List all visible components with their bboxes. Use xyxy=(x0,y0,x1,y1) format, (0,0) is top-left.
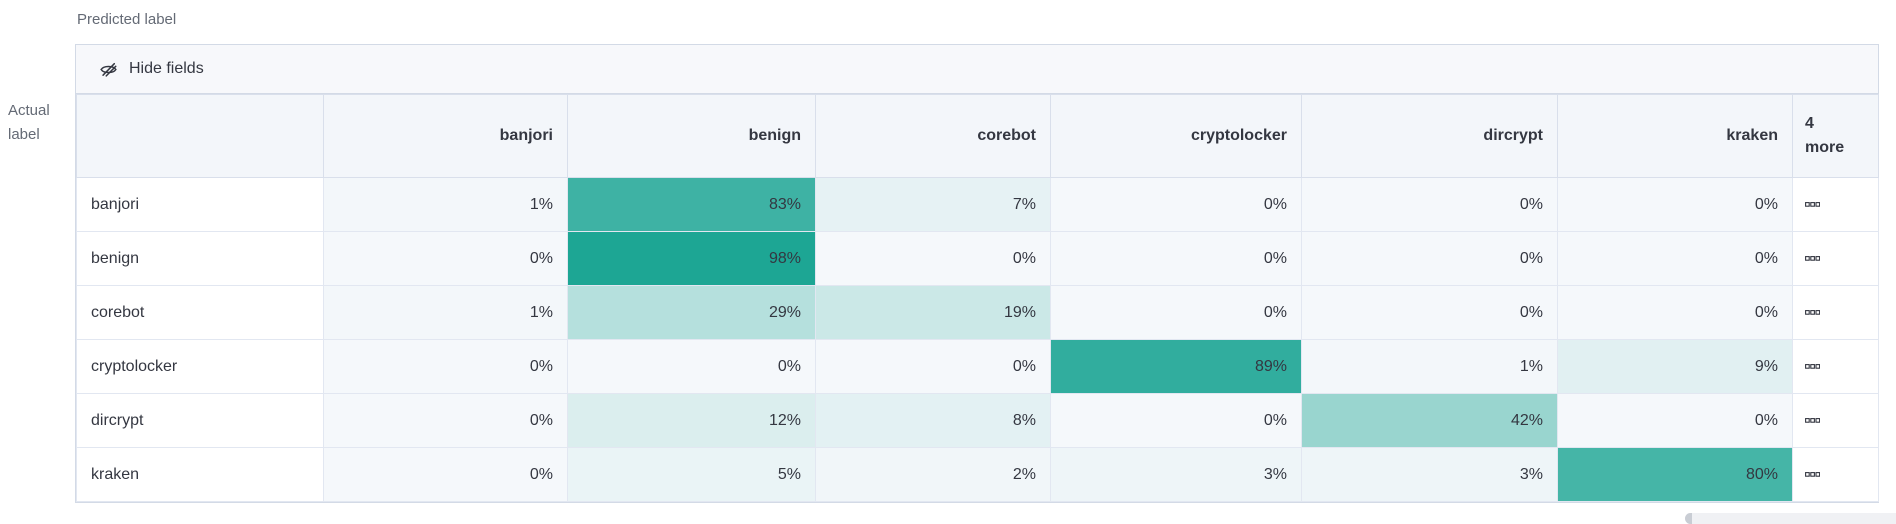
table-row: cryptolocker 0% 0% 0% 89% 1% 9% xyxy=(76,339,1879,394)
corner-header-cell xyxy=(76,94,324,178)
matrix-cell[interactable]: 42% xyxy=(1301,393,1558,448)
hidden-columns-count: 4 xyxy=(1805,115,1814,132)
matrix-cell[interactable]: 7% xyxy=(815,177,1051,232)
matrix-cell[interactable]: 98% xyxy=(567,231,816,286)
table-row: benign 0% 98% 0% 0% 0% 0% xyxy=(76,231,1879,286)
hidden-columns-cell[interactable] xyxy=(1792,231,1879,286)
matrix-cell[interactable]: 0% xyxy=(323,339,568,394)
row-label-kraken[interactable]: kraken xyxy=(76,447,324,502)
matrix-cell[interactable]: 3% xyxy=(1050,447,1302,502)
matrix-cell[interactable]: 1% xyxy=(323,177,568,232)
boxes-horizontal-icon xyxy=(1805,255,1820,261)
matrix-cell[interactable]: 0% xyxy=(1557,285,1793,340)
matrix-cell[interactable]: 0% xyxy=(1050,393,1302,448)
matrix-cell[interactable]: 1% xyxy=(323,285,568,340)
column-header-cryptolocker[interactable]: cryptolocker xyxy=(1050,94,1302,178)
matrix-cell[interactable]: 0% xyxy=(567,339,816,394)
matrix-cell[interactable]: 0% xyxy=(1050,177,1302,232)
boxes-horizontal-icon xyxy=(1805,363,1820,369)
matrix-cell[interactable]: 89% xyxy=(1050,339,1302,394)
boxes-horizontal-icon xyxy=(1805,471,1820,477)
boxes-horizontal-icon xyxy=(1805,309,1820,315)
matrix-cell[interactable]: 2% xyxy=(815,447,1051,502)
hidden-columns-cell[interactable] xyxy=(1792,447,1879,502)
matrix-cell[interactable]: 0% xyxy=(1557,231,1793,286)
column-header-dircrypt[interactable]: dircrypt xyxy=(1301,94,1558,178)
matrix-cell[interactable]: 0% xyxy=(323,231,568,286)
column-header-banjori[interactable]: banjori xyxy=(323,94,568,178)
horizontal-scrollbar[interactable] xyxy=(1685,513,1896,524)
matrix-cell[interactable]: 19% xyxy=(815,285,1051,340)
matrix-cell[interactable]: 1% xyxy=(1301,339,1558,394)
row-label-cryptolocker[interactable]: cryptolocker xyxy=(76,339,324,394)
actual-label-axis-title: Actual label xyxy=(8,102,50,143)
table-row: corebot 1% 29% 19% 0% 0% 0% xyxy=(76,285,1879,340)
matrix-cell[interactable]: 0% xyxy=(323,393,568,448)
column-header-corebot[interactable]: corebot xyxy=(815,94,1051,178)
row-label-benign[interactable]: benign xyxy=(76,231,324,286)
matrix-cell[interactable]: 3% xyxy=(1301,447,1558,502)
confusion-matrix-grid: Hide fields banjori benign corebot cryptolo… xyxy=(75,44,1879,503)
column-header-kraken[interactable]: kraken xyxy=(1557,94,1793,178)
matrix-cell[interactable]: 0% xyxy=(323,447,568,502)
confusion-matrix-table: banjori benign corebot cryptolocker dircrypt… xyxy=(76,94,1879,502)
matrix-cell[interactable]: 83% xyxy=(567,177,816,232)
row-label-corebot[interactable]: corebot xyxy=(76,285,324,340)
matrix-cell[interactable]: 0% xyxy=(1301,177,1558,232)
hidden-columns-cell[interactable] xyxy=(1792,339,1879,394)
matrix-cell[interactable]: 8% xyxy=(815,393,1051,448)
row-label-banjori[interactable]: banjori xyxy=(76,177,324,232)
column-header-benign[interactable]: benign xyxy=(567,94,816,178)
matrix-cell[interactable]: 9% xyxy=(1557,339,1793,394)
matrix-cell[interactable]: 0% xyxy=(1557,177,1793,232)
eye-closed-icon xyxy=(99,60,118,79)
matrix-cell[interactable]: 0% xyxy=(815,231,1051,286)
hide-fields-label: Hide fields xyxy=(129,60,204,77)
boxes-horizontal-icon xyxy=(1805,201,1820,207)
matrix-cell[interactable]: 0% xyxy=(1050,285,1302,340)
matrix-cell[interactable]: 12% xyxy=(567,393,816,448)
matrix-cell[interactable]: 0% xyxy=(1301,231,1558,286)
boxes-horizontal-icon xyxy=(1805,417,1820,423)
matrix-cell[interactable]: 0% xyxy=(1557,393,1793,448)
hide-fields-button[interactable]: Hide fields xyxy=(76,45,1878,94)
matrix-cell[interactable]: 0% xyxy=(1050,231,1302,286)
scrollbar-thumb[interactable] xyxy=(1685,513,1692,524)
matrix-cell[interactable]: 0% xyxy=(815,339,1051,394)
hidden-columns-word: more xyxy=(1805,139,1845,156)
table-row: dircrypt 0% 12% 8% 0% 42% 0% xyxy=(76,393,1879,448)
hidden-columns-cell[interactable] xyxy=(1792,285,1879,340)
row-label-dircrypt[interactable]: dircrypt xyxy=(76,393,324,448)
matrix-cell[interactable]: 80% xyxy=(1557,447,1793,502)
hidden-columns-cell[interactable] xyxy=(1792,177,1879,232)
matrix-cell[interactable]: 5% xyxy=(567,447,816,502)
hidden-columns-cell[interactable] xyxy=(1792,393,1879,448)
table-row: kraken 0% 5% 2% 3% 3% 80% xyxy=(76,447,1879,502)
table-row: banjori 1% 83% 7% 0% 0% 0% xyxy=(76,177,1879,232)
matrix-cell[interactable]: 29% xyxy=(567,285,816,340)
hidden-columns-header[interactable]: 4 more xyxy=(1792,94,1879,178)
predicted-label-axis-title: Predicted label xyxy=(77,11,177,28)
matrix-cell[interactable]: 0% xyxy=(1301,285,1558,340)
